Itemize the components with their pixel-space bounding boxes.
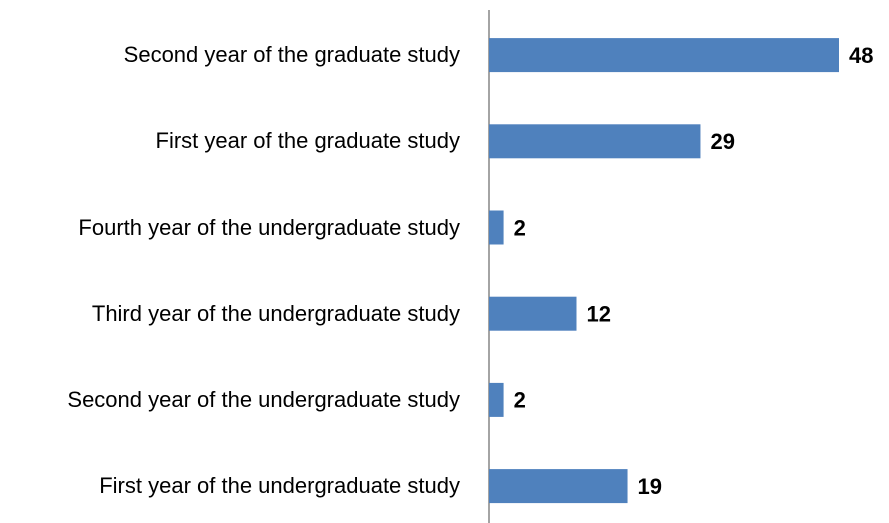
category-label: First year of the graduate study — [155, 128, 461, 154]
category-label-box: Second year of the undergraduate study — [40, 360, 460, 440]
data-label: 12 — [587, 302, 611, 327]
category-label-box: First year of the undergraduate study — [40, 446, 460, 523]
bar — [489, 210, 504, 245]
category-label: First year of the undergraduate study — [99, 473, 460, 499]
bar — [489, 469, 628, 504]
bar — [489, 382, 504, 417]
category-label: Second year of the undergraduate study — [67, 386, 460, 412]
category-label-box: Second year of the graduate study — [40, 15, 460, 95]
data-label: 19 — [638, 474, 662, 499]
data-label: 29 — [710, 129, 734, 154]
bar — [489, 124, 701, 159]
data-label: 2 — [514, 388, 526, 413]
category-label-box: Fourth year of the undergraduate study — [40, 188, 460, 268]
data-label: 2 — [514, 215, 526, 240]
data-label: 48 — [849, 43, 873, 68]
category-label-box: First year of the graduate study — [40, 101, 461, 181]
bar — [489, 296, 577, 331]
bar — [489, 38, 839, 73]
category-label: Second year of the graduate study — [123, 42, 460, 68]
category-label: Fourth year of the undergraduate study — [78, 214, 460, 240]
category-label: Third year of the undergraduate study — [91, 300, 460, 326]
category-label-box: Third year of the undergraduate study — [40, 274, 460, 354]
